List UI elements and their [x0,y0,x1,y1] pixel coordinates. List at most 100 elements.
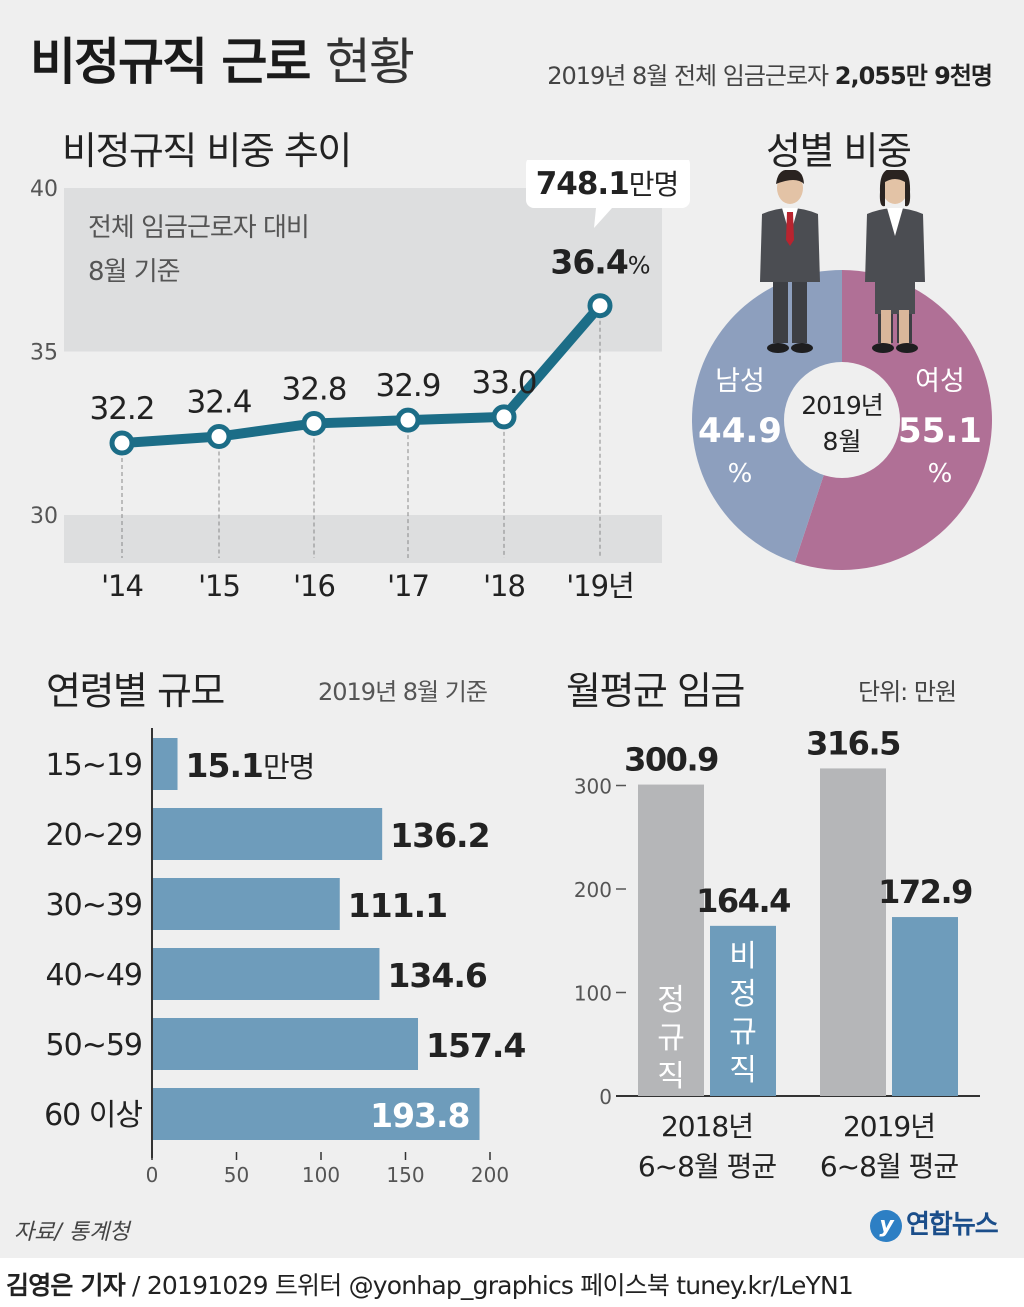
trend-point [109,430,135,456]
trend-last-value: 36.4 [550,243,627,282]
age-value: 134.6 [387,956,486,995]
gender-section-title: 성별 비중 [766,129,912,173]
trend-callout-bubble [526,160,690,228]
age-bar [153,738,178,790]
age-value-unit: 만명 [263,750,314,784]
yonhap-logo-mark: y [870,1209,902,1242]
age-bar [153,878,340,930]
svg-text:규: 규 [657,1021,685,1056]
svg-text:정: 정 [657,983,685,1018]
age-xtick-label: 0 [146,1163,159,1187]
trend-value-label: 32.2 [89,391,154,427]
age-value: 136.2 [390,816,489,855]
trend-section-title: 비정규직 비중 추이 [62,129,352,173]
reporter-name: 김영은 기자 [6,1271,126,1300]
pie-female-label: 여성 [915,366,965,397]
trend-xtick-label: '16 [293,569,335,603]
trend-band-upper [64,188,662,352]
wage-bar-nonregular [710,925,776,1096]
age-category-label: 60 이상 [44,1098,142,1133]
footer-bar [0,1258,1024,1307]
pie-male-label: 남성 [715,366,765,397]
age-category-label: 50~59 [46,1028,142,1063]
svg-text:직: 직 [657,1059,685,1094]
age-value-label: 193.8 [370,1096,469,1135]
age-note: 2019년 8월 기준 [318,678,488,706]
wage-section-title: 월평균 임금 [566,669,745,713]
trend-point [206,424,232,450]
age-value: 111.1 [348,886,447,925]
wage-ytick-label: 200 [574,878,612,902]
pie-female-pct: % [928,459,953,489]
trend-value-label: 32.8 [281,371,346,407]
wage-value-label: 300.9 [624,741,718,779]
wage-ytick-label: 0 [599,1085,612,1109]
svg-text:비: 비 [729,939,757,974]
trend-note-line2: 8월 기준 [88,257,181,287]
footer-rest: / 20191029 트위터 @yonhap_graphics 페이스북 tun… [124,1271,854,1300]
trend-xtick-label: '17 [387,569,429,603]
pie-male-value: 44.9 [698,411,782,451]
pie-center-line1: 2019년 [801,391,883,420]
trend-callout-text: 748.1만명 [536,166,679,202]
page-title-bold: 비정규직 근로 [30,33,311,91]
trend-point [301,410,327,436]
wage-value-label: 172.9 [878,873,972,911]
source-note: 자료/ 통계청 [14,1220,130,1245]
wage-bar-label-regular: 정규직 [657,983,685,1094]
trend-ytick-label: 35 [30,341,58,366]
age-category-label: 30~39 [46,888,142,923]
page-title-light: 현황 [324,33,415,91]
age-category-label: 20~29 [46,818,142,853]
age-xtick-label: 50 [224,1163,249,1187]
yonhap-logo-text: 연합뉴스 [906,1210,999,1240]
age-value-label: 15.1만명 [186,746,315,785]
trend-xtick-label: '14 [101,569,143,603]
gender-pie-chart: 2019년 8월 남성 44.9% 여성 55.1% [692,170,993,570]
page-subtitle: 2019년 8월 전체 임금근로자 2,055만 9천명 [547,56,993,91]
businessman-icon [760,170,820,353]
subtitle-prefix: 2019년 8월 전체 임금근로자 [547,62,835,90]
wage-group-label-line1: 2019년 [843,1110,935,1143]
wage-group-label-line1: 2018년 [661,1110,753,1143]
pie-center-hole [784,362,900,478]
trend-value-label: 32.9 [375,368,440,404]
svg-text:직: 직 [729,1053,757,1088]
age-value: 157.4 [426,1026,525,1065]
wage-bar-regular [820,768,886,1096]
age-xtick-label: 200 [471,1163,509,1187]
wage-group-label-line2: 6~8월 평균 [820,1150,959,1183]
trend-line-chart: 30 35 40 32.2 32.4 32.8 32.9 33.0 36.4% 748.1만명 '1… [30,160,690,603]
trend-note-line1: 전체 임금근로자 대비 [88,213,310,243]
age-category-label: 15~19 [46,748,142,783]
age-value: 193.8 [370,1096,469,1135]
pie-slice-male [692,270,842,563]
svg-text:정: 정 [729,977,757,1012]
trend-point [587,293,613,319]
wage-group-label-line2: 6~8월 평균 [638,1150,777,1183]
age-value-label: 136.2 [390,816,489,855]
trend-last-value-unit: % [628,252,650,280]
businesswoman-icon [865,170,925,353]
wage-ytick-label: 300 [574,775,612,799]
age-bar [153,1088,480,1140]
yonhap-logo: y 연합뉴스 [870,1204,999,1242]
trend-note: 전체 임금근로자 대비 8월 기준 [88,206,310,294]
trend-xtick-label: '19년 [566,569,634,603]
subtitle-value: 2,055만 9천명 [834,62,993,90]
age-bar [153,1018,419,1070]
age-bar [153,808,383,860]
svg-text:규: 규 [729,1015,757,1050]
trend-value-label: 33.0 [471,365,536,401]
age-xtick-label: 100 [302,1163,340,1187]
trend-point [491,404,517,430]
footer-credit: 김영은 기자 / 20191029 트위터 @yonhap_graphics 페… [6,1266,854,1302]
wage-bar-nonregular [892,917,958,1096]
trend-ytick-label: 30 [30,504,58,529]
trend-last-value-label: 36.4% [550,243,649,282]
trend-callout-unit: 만명 [629,168,679,201]
pie-female-value: 55.1 [898,411,982,451]
wage-value-label: 316.5 [806,724,900,762]
page-title: 비정규직 근로 현황 [30,22,415,94]
